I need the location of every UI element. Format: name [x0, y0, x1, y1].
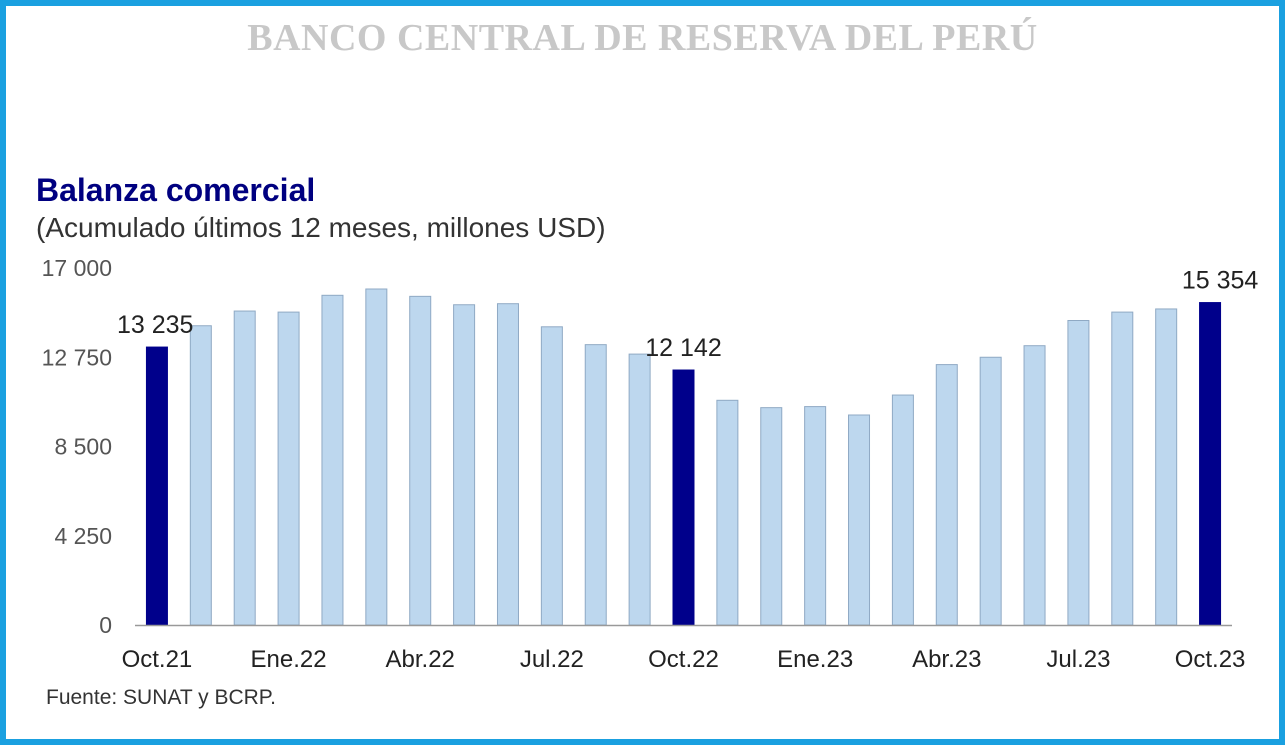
bar	[1155, 308, 1178, 626]
bar-highlight	[672, 369, 695, 626]
x-tick-label: Jul.22	[520, 646, 584, 673]
data-label: 12 142	[645, 334, 721, 362]
x-tick-label: Oct.22	[648, 646, 719, 673]
bar	[979, 356, 1002, 626]
bar	[804, 406, 827, 626]
x-axis-tick-labels: Oct.21 Ene.22 Abr.22 Jul.22 Oct.22 Ene.23 Abr.…	[122, 646, 1246, 673]
bar	[1023, 345, 1046, 626]
y-tick-label: 12 750	[42, 344, 112, 370]
x-tick-label: Oct.23	[1175, 646, 1246, 673]
chart-title: Balanza comercial	[36, 172, 316, 208]
bar	[1067, 320, 1090, 626]
data-labels: 13 235 12 142 15 354	[117, 267, 1258, 362]
y-tick-label: 0	[99, 612, 112, 638]
bar	[453, 304, 476, 626]
bar	[628, 353, 651, 626]
x-tick-label: Ene.22	[251, 646, 327, 673]
bar	[540, 326, 563, 626]
bar	[848, 414, 871, 626]
x-tick-label: Abr.23	[912, 646, 981, 673]
y-tick-label: 4 250	[54, 523, 112, 549]
bar	[1111, 311, 1134, 626]
y-tick-label: 17 000	[42, 255, 112, 281]
bar	[935, 364, 958, 626]
bar	[365, 288, 388, 626]
x-tick-label: Jul.23	[1046, 646, 1110, 673]
bars	[145, 288, 1222, 626]
bar	[496, 303, 519, 626]
y-tick-label: 8 500	[54, 434, 112, 460]
institution-header: BANCO CENTRAL DE RESERVA DEL PERÚ	[247, 17, 1038, 59]
chart-subtitle: (Acumulado últimos 12 meses, millones US…	[36, 212, 606, 243]
bar	[321, 294, 344, 626]
source-note: Fuente: SUNAT y BCRP.	[46, 686, 276, 709]
bar	[189, 325, 212, 626]
x-tick-label: Oct.21	[122, 646, 193, 673]
bar	[716, 399, 739, 626]
bar	[277, 311, 300, 626]
bar	[233, 310, 256, 626]
x-tick-label: Ene.23	[777, 646, 853, 673]
bar	[891, 394, 914, 626]
data-label: 15 354	[1182, 267, 1259, 295]
bar-highlight	[1199, 302, 1222, 626]
bar	[760, 407, 783, 626]
x-tick-label: Abr.22	[386, 646, 455, 673]
data-label: 13 235	[117, 311, 193, 339]
y-axis-ticks: 0 4 250 8 500 12 750 17 000	[42, 255, 112, 638]
bar-highlight	[145, 346, 168, 626]
bar	[584, 344, 607, 626]
bar	[409, 295, 432, 626]
